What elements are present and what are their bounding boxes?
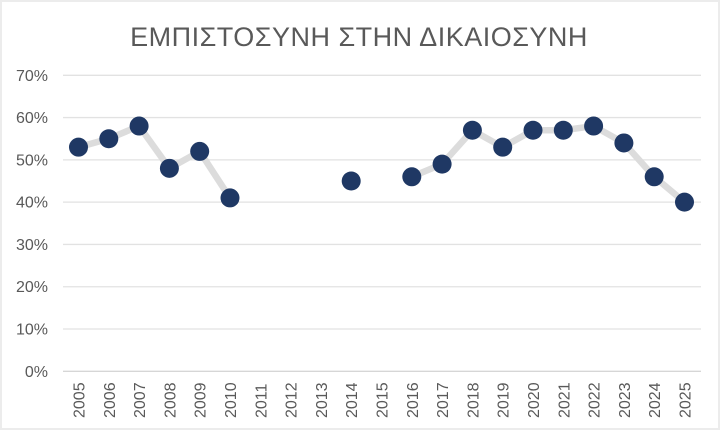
y-axis-tick-label: 60% [16, 110, 48, 127]
x-axis-tick-label: 2021 [556, 382, 573, 418]
x-axis-tick-label: 2012 [284, 382, 301, 418]
data-point-2009 [190, 141, 210, 161]
x-axis-tick-label: 2018 [465, 382, 482, 418]
data-point-2021 [553, 120, 573, 140]
data-point-2010 [220, 188, 240, 208]
x-axis-tick-label: 2015 [375, 382, 392, 418]
x-axis-tick-label: 2025 [678, 382, 695, 418]
data-point-2006 [99, 129, 119, 149]
data-point-2014 [341, 171, 361, 191]
data-point-2016 [402, 167, 422, 187]
y-axis-tick-label: 30% [16, 237, 48, 254]
data-point-2017 [432, 154, 452, 174]
data-point-2005 [69, 137, 88, 157]
x-axis-tick-label: 2011 [253, 383, 270, 418]
x-axis-tick-label: 2017 [435, 382, 452, 418]
x-axis-tick-label: 2008 [162, 382, 179, 418]
x-axis-tick-label: 2023 [617, 382, 634, 418]
data-point-2019 [493, 137, 513, 157]
x-axis-tick-label: 2019 [496, 382, 513, 418]
x-axis-tick-label: 2005 [72, 382, 89, 418]
data-point-2020 [523, 120, 543, 140]
x-axis-tick-label: 2024 [647, 382, 664, 418]
data-point-2024 [644, 167, 664, 187]
x-axis-tick-label: 2006 [102, 382, 119, 418]
x-axis-tick-label: 2010 [223, 382, 240, 418]
data-point-2007 [129, 116, 149, 136]
chart-title: ΕΜΠΙΣΤΟΣΥΝΗ ΣΤΗΝ ΔΙΚΑΙΟΣΥΝΗ [130, 22, 588, 52]
y-axis-tick-label: 70% [16, 68, 48, 85]
x-axis-tick-label: 2016 [405, 382, 422, 418]
y-axis-tick-label: 40% [16, 195, 48, 212]
x-axis-tick-label: 2022 [587, 382, 604, 418]
x-axis-tick-label: 2020 [526, 382, 543, 418]
y-axis-tick-label: 10% [16, 322, 48, 339]
y-axis-tick-label: 0% [25, 364, 48, 381]
data-point-2022 [584, 116, 604, 136]
data-point-2008 [159, 158, 179, 178]
data-point-2018 [462, 120, 482, 140]
y-axis-tick-label: 50% [16, 152, 48, 169]
y-axis-tick-label: 20% [16, 279, 48, 296]
x-axis-tick-label: 2007 [132, 382, 149, 418]
data-point-2023 [614, 133, 634, 153]
data-point-2025 [675, 192, 694, 212]
x-axis-tick-label: 2013 [314, 382, 331, 418]
x-axis-tick-label: 2014 [344, 382, 361, 418]
x-axis-tick-label: 2009 [193, 382, 210, 418]
